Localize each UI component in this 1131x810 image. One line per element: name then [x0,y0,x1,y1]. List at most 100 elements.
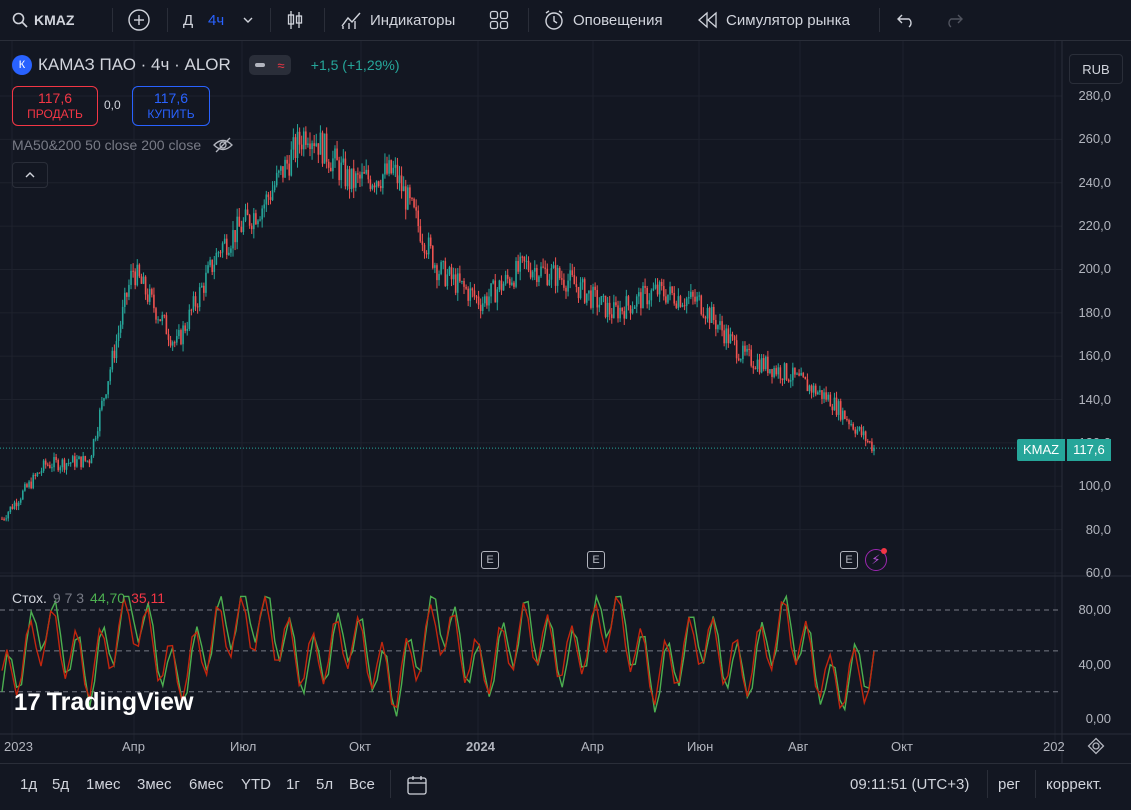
range-button[interactable]: 1мес [86,776,121,793]
candle [134,271,136,286]
range-button[interactable]: 1г [286,776,300,793]
candle [561,278,563,280]
candle [3,518,5,520]
tradingview-logo-icon: 17 [14,688,41,716]
earnings-marker[interactable]: E [481,551,499,569]
indicators-button[interactable]: Индикаторы [340,0,455,40]
replay-button[interactable]: Симулятор рынка [697,0,850,40]
range-button[interactable]: 3мес [137,776,172,793]
candle [687,297,690,299]
candle [677,296,680,308]
lightning-icon[interactable]: ⚡ [865,549,887,571]
indicators-label: Индикаторы [370,11,456,29]
candle [792,367,794,381]
rewind-icon [697,11,719,29]
range-button[interactable]: 5д [52,776,70,793]
range-button[interactable]: 5л [316,776,334,793]
templates-button[interactable] [489,0,509,40]
date-range-button[interactable] [406,774,428,799]
session-button[interactable]: рег [998,776,1021,793]
candle [123,292,126,307]
candle [194,296,197,307]
candle [51,467,53,469]
time-axis-label: 202 [1043,739,1065,754]
candle [99,409,101,432]
candle [36,472,39,477]
range-button[interactable]: 6мес [189,776,224,793]
candle [425,253,428,255]
eye-hidden-icon[interactable] [213,137,234,153]
time-axis-label: Авг [788,739,809,754]
currency-button[interactable]: RUB [1069,54,1123,84]
candle [608,302,611,315]
alerts-button[interactable]: Оповещения [543,0,663,40]
range-button[interactable]: Все [349,776,375,793]
candle [544,267,546,269]
candle [825,392,827,400]
candle [165,315,168,335]
symbol-search[interactable]: KMAZ [12,0,74,40]
candle [531,271,534,278]
candle [142,276,145,284]
candle [644,285,646,288]
interval-dropdown[interactable] [242,0,254,40]
candle [86,460,89,462]
undo-button[interactable] [896,0,916,40]
candle [275,172,278,186]
sell-button[interactable]: 117,6 ПРОДАТЬ [12,86,98,126]
range-button[interactable]: 1д [20,776,38,793]
earnings-marker[interactable]: E [840,551,858,569]
range-button[interactable]: YTD [241,776,271,793]
candle [382,174,384,189]
earnings-marker[interactable]: E [587,551,605,569]
interval-d-button[interactable]: Д [183,0,193,40]
candle [153,294,155,309]
candle [490,283,492,297]
adjust-button[interactable]: коррект. [1046,776,1103,793]
buy-button[interactable]: 117,6 КУПИТЬ [132,86,210,126]
candle [225,238,228,255]
candle [167,334,170,340]
candle [238,216,241,227]
candle [685,298,688,306]
collapse-legend-button[interactable] [12,162,48,188]
candle [800,373,802,376]
redo-button[interactable] [944,0,964,40]
candle [209,259,211,266]
candle [300,144,303,150]
candle [821,390,823,399]
candle [411,198,413,200]
candle [230,248,232,253]
stoch-legend[interactable]: Стох. 9 7 3 44,70 35,11 [12,590,165,606]
candle [540,266,542,277]
candle [667,294,669,303]
candle [348,169,351,190]
clock[interactable]: 09:11:51 (UTC+3) [850,776,970,793]
price-series [1,124,875,522]
candle [71,456,74,463]
interval-d-label: Д [183,11,194,29]
kamaz-logo-icon: К [12,55,32,75]
candle [105,394,107,399]
candle [136,264,139,286]
candle [858,426,861,430]
chart-canvas[interactable] [0,41,1131,810]
chart-type-button[interactable] [284,0,306,40]
candle [760,358,763,373]
symbol-legend: К КАМАЗ ПАО · 4ч · ALOR ≈ +1,5 (+1,29%) [12,55,400,75]
candle [446,274,449,286]
settings-button[interactable] [1087,737,1105,758]
candle [359,174,361,179]
calendar-icon [406,776,428,799]
candle [138,264,141,277]
compare-button[interactable] [127,0,151,40]
candle [712,306,715,321]
candle [409,187,411,199]
candle [615,302,617,306]
legend-toggle[interactable]: ≈ [248,55,291,75]
interval-4h-button[interactable]: 4ч [208,0,224,40]
candle [121,306,124,325]
candle [184,325,186,331]
candle [148,289,151,302]
ma-legend[interactable]: MA50&200 50 close 200 close [12,137,234,153]
